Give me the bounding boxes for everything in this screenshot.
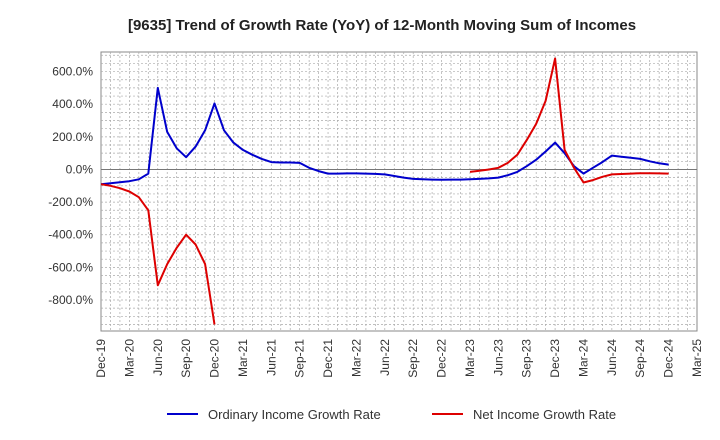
plot-area bbox=[100, 51, 698, 332]
legend-label: Ordinary Income Growth Rate bbox=[208, 407, 381, 422]
legend-label: Net Income Growth Rate bbox=[473, 407, 616, 422]
x-axis-ticks: Dec-19 Mar-20 Jun-20 Sep-20 Dec-20 Mar-21 Jun-… bbox=[94, 339, 704, 378]
x-tick-label: Mar-24 bbox=[576, 339, 590, 377]
x-tick-label: Dec-21 bbox=[321, 339, 335, 378]
x-tick-label: Dec-22 bbox=[435, 339, 449, 378]
x-tick-label: Sep-24 bbox=[633, 339, 647, 378]
x-tick-label: Jun-23 bbox=[491, 339, 505, 376]
x-tick-label: Jun-22 bbox=[378, 339, 392, 376]
grid-lines bbox=[101, 52, 697, 331]
x-tick-label: Mar-21 bbox=[236, 339, 250, 377]
x-tick-label: Sep-21 bbox=[293, 339, 307, 378]
x-tick-label: Dec-19 bbox=[94, 339, 108, 378]
y-tick-label: 0.0% bbox=[66, 162, 94, 176]
y-tick-label: 200.0% bbox=[52, 130, 93, 144]
legend: Ordinary Income Growth Rate Net Income Gr… bbox=[167, 407, 616, 422]
x-tick-label: Dec-24 bbox=[662, 339, 676, 378]
y-tick-label: 600.0% bbox=[52, 65, 93, 79]
y-tick-label: -600.0% bbox=[48, 260, 93, 274]
x-tick-label: Mar-20 bbox=[122, 339, 136, 377]
series-line-net-income bbox=[100, 57, 669, 325]
chart-title: [9635] Trend of Growth Rate (YoY) of 12-… bbox=[128, 17, 636, 34]
x-tick-label: Sep-20 bbox=[179, 339, 193, 378]
y-tick-label: 400.0% bbox=[52, 97, 93, 111]
x-tick-label: Jun-20 bbox=[151, 339, 165, 376]
x-tick-label: Mar-23 bbox=[463, 339, 477, 377]
y-tick-label: -800.0% bbox=[48, 293, 93, 307]
y-axis-ticks: 600.0% 400.0% 200.0% 0.0% -200.0% -400.0% -600… bbox=[48, 65, 93, 307]
x-tick-label: Sep-23 bbox=[520, 339, 534, 378]
series-lines bbox=[100, 57, 669, 325]
x-tick-label: Jun-21 bbox=[264, 339, 278, 376]
x-tick-label: Dec-20 bbox=[208, 339, 222, 378]
y-tick-label: -200.0% bbox=[48, 195, 93, 209]
x-tick-label: Dec-23 bbox=[548, 339, 562, 378]
plot-frame bbox=[100, 51, 698, 332]
x-tick-label: Jun-24 bbox=[605, 339, 619, 376]
x-tick-label: Mar-25 bbox=[690, 339, 704, 377]
x-tick-label: Mar-22 bbox=[349, 339, 363, 377]
x-tick-label: Sep-22 bbox=[406, 339, 420, 378]
y-tick-label: -400.0% bbox=[48, 228, 93, 242]
